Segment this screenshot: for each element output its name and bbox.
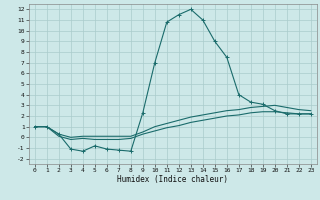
X-axis label: Humidex (Indice chaleur): Humidex (Indice chaleur): [117, 175, 228, 184]
